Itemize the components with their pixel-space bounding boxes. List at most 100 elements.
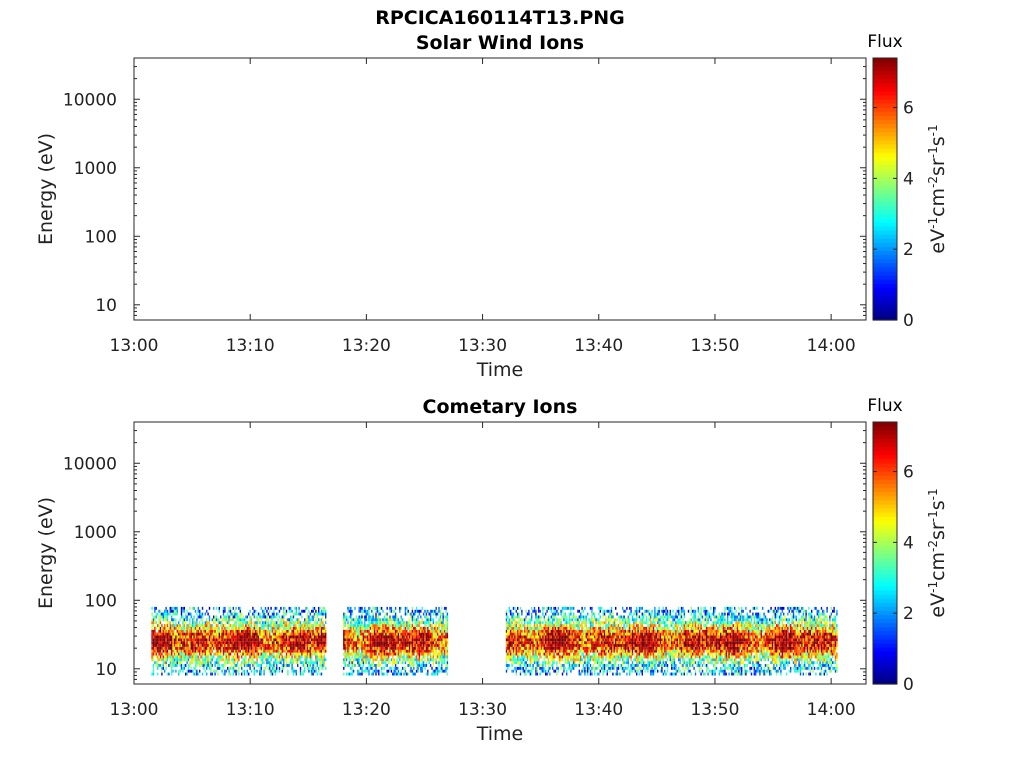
heatmap-cell [222, 652, 225, 656]
heatmap-cell [545, 649, 547, 653]
heatmap-cell [540, 626, 543, 630]
heatmap-cell [573, 661, 575, 665]
heatmap-cell [538, 644, 540, 647]
colorbar-segment [873, 254, 897, 260]
heatmap-cell [242, 646, 244, 650]
heatmap-cell [366, 666, 369, 670]
heatmap-cell [152, 672, 155, 676]
heatmap-cell [559, 649, 561, 653]
heatmap-cell [411, 658, 414, 662]
heatmap-cell [547, 641, 550, 645]
heatmap-cell [323, 606, 325, 610]
heatmap-cell [378, 661, 380, 665]
heatmap-cell [155, 635, 157, 639]
heatmap-cell [439, 652, 442, 656]
heatmap-cell [535, 658, 537, 662]
heatmap-cell [561, 638, 564, 642]
heatmap-cell [189, 612, 191, 616]
heatmap-cell [358, 606, 360, 610]
heatmap-cell [175, 606, 177, 610]
heatmap-cell [559, 624, 561, 627]
heatmap-cell [522, 641, 524, 645]
heatmap-cell [220, 658, 222, 662]
heatmap-cell [347, 629, 349, 633]
heatmap-cell [266, 624, 268, 627]
heatmap-cell [270, 661, 272, 665]
heatmap-cell [285, 624, 288, 627]
heatmap-cell [561, 644, 564, 647]
heatmap-cell [441, 661, 443, 665]
heatmap-cell [539, 629, 541, 633]
heatmap-cell [259, 672, 261, 676]
heatmap-cell [424, 658, 426, 662]
heatmap-cell [406, 646, 408, 650]
heatmap-cell [531, 669, 533, 673]
heatmap-cell [429, 632, 432, 636]
x-tick-label: 14:00 [807, 336, 856, 356]
heatmap-cell [393, 661, 395, 665]
heatmap-cell [168, 641, 170, 645]
heatmap-cell [578, 652, 580, 656]
heatmap-cell [589, 655, 592, 659]
heatmap-cell [401, 635, 404, 639]
heatmap-cell [301, 644, 303, 647]
heatmap-cell [171, 664, 173, 667]
heatmap-cell [410, 664, 412, 667]
heatmap-cell [445, 638, 447, 642]
heatmap-cell [400, 669, 402, 673]
heatmap-cell [386, 632, 388, 636]
heatmap-cell [302, 626, 304, 630]
heatmap-cell [526, 621, 529, 625]
heatmap-cell [529, 644, 531, 647]
heatmap-cell [235, 621, 237, 625]
heatmap-cell [545, 626, 547, 630]
heatmap-cell [407, 641, 409, 645]
heatmap-cell [250, 621, 253, 625]
heatmap-cell [194, 661, 197, 665]
heatmap-cell [344, 632, 346, 636]
heatmap-cell [313, 669, 316, 673]
heatmap-cell [221, 624, 223, 627]
heatmap-cell [284, 629, 286, 633]
heatmap-cell [422, 641, 425, 645]
heatmap-cell [200, 629, 202, 633]
heatmap-cell [218, 632, 220, 636]
heatmap-cell [403, 638, 405, 642]
heatmap-cell [584, 629, 586, 633]
heatmap-cell [154, 638, 156, 642]
heatmap-cell [208, 658, 211, 662]
heatmap-cell [354, 618, 356, 622]
heatmap-cell [312, 652, 314, 656]
heatmap-cell [155, 641, 157, 645]
heatmap-cell [182, 626, 184, 630]
heatmap-cell [383, 624, 386, 627]
heatmap-cell [539, 641, 541, 645]
heatmap-cell [215, 652, 218, 656]
heatmap-cell [193, 606, 195, 610]
heatmap-cell [535, 612, 537, 616]
heatmap-cell [263, 655, 265, 659]
heatmap-cell [411, 641, 414, 645]
heatmap-cell [424, 666, 426, 670]
heatmap-cell [401, 618, 404, 622]
heatmap-cell [197, 635, 199, 639]
heatmap-cell [266, 641, 268, 645]
heatmap-cell [580, 649, 582, 653]
heatmap-cell [427, 652, 429, 656]
heatmap-cell [266, 621, 268, 625]
heatmap-cell [183, 641, 185, 645]
heatmap-cell [539, 615, 541, 619]
heatmap-cell [408, 638, 411, 642]
heatmap-cell [525, 672, 527, 676]
heatmap-cell [302, 621, 304, 625]
heatmap-cell [410, 661, 412, 665]
heatmap-cell [315, 638, 317, 642]
heatmap-cell [379, 649, 381, 653]
heatmap-cell [535, 621, 537, 625]
heatmap-cell [210, 638, 212, 642]
heatmap-cell [556, 641, 558, 645]
heatmap-cell [225, 646, 227, 650]
heatmap-cell [418, 621, 421, 625]
heatmap-cell [228, 626, 230, 630]
heatmap-cell [359, 652, 362, 656]
